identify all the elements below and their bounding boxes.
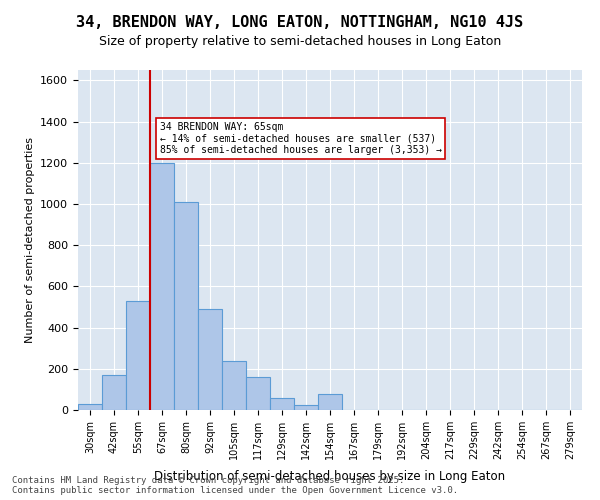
Bar bbox=[126, 301, 150, 410]
Bar bbox=[102, 375, 126, 410]
Bar bbox=[318, 394, 342, 410]
Bar bbox=[174, 202, 198, 410]
Bar bbox=[222, 360, 246, 410]
Bar bbox=[294, 405, 318, 410]
X-axis label: Distribution of semi-detached houses by size in Long Eaton: Distribution of semi-detached houses by … bbox=[154, 470, 506, 483]
Bar bbox=[78, 404, 102, 410]
Text: Contains HM Land Registry data © Crown copyright and database right 2025.
Contai: Contains HM Land Registry data © Crown c… bbox=[12, 476, 458, 495]
Bar bbox=[270, 398, 294, 410]
Text: 34, BRENDON WAY, LONG EATON, NOTTINGHAM, NG10 4JS: 34, BRENDON WAY, LONG EATON, NOTTINGHAM,… bbox=[76, 15, 524, 30]
Text: Size of property relative to semi-detached houses in Long Eaton: Size of property relative to semi-detach… bbox=[99, 35, 501, 48]
Bar bbox=[150, 162, 174, 410]
Y-axis label: Number of semi-detached properties: Number of semi-detached properties bbox=[25, 137, 35, 343]
Bar bbox=[246, 377, 270, 410]
Bar bbox=[198, 309, 222, 410]
Text: 34 BRENDON WAY: 65sqm
← 14% of semi-detached houses are smaller (537)
85% of sem: 34 BRENDON WAY: 65sqm ← 14% of semi-deta… bbox=[160, 122, 442, 154]
